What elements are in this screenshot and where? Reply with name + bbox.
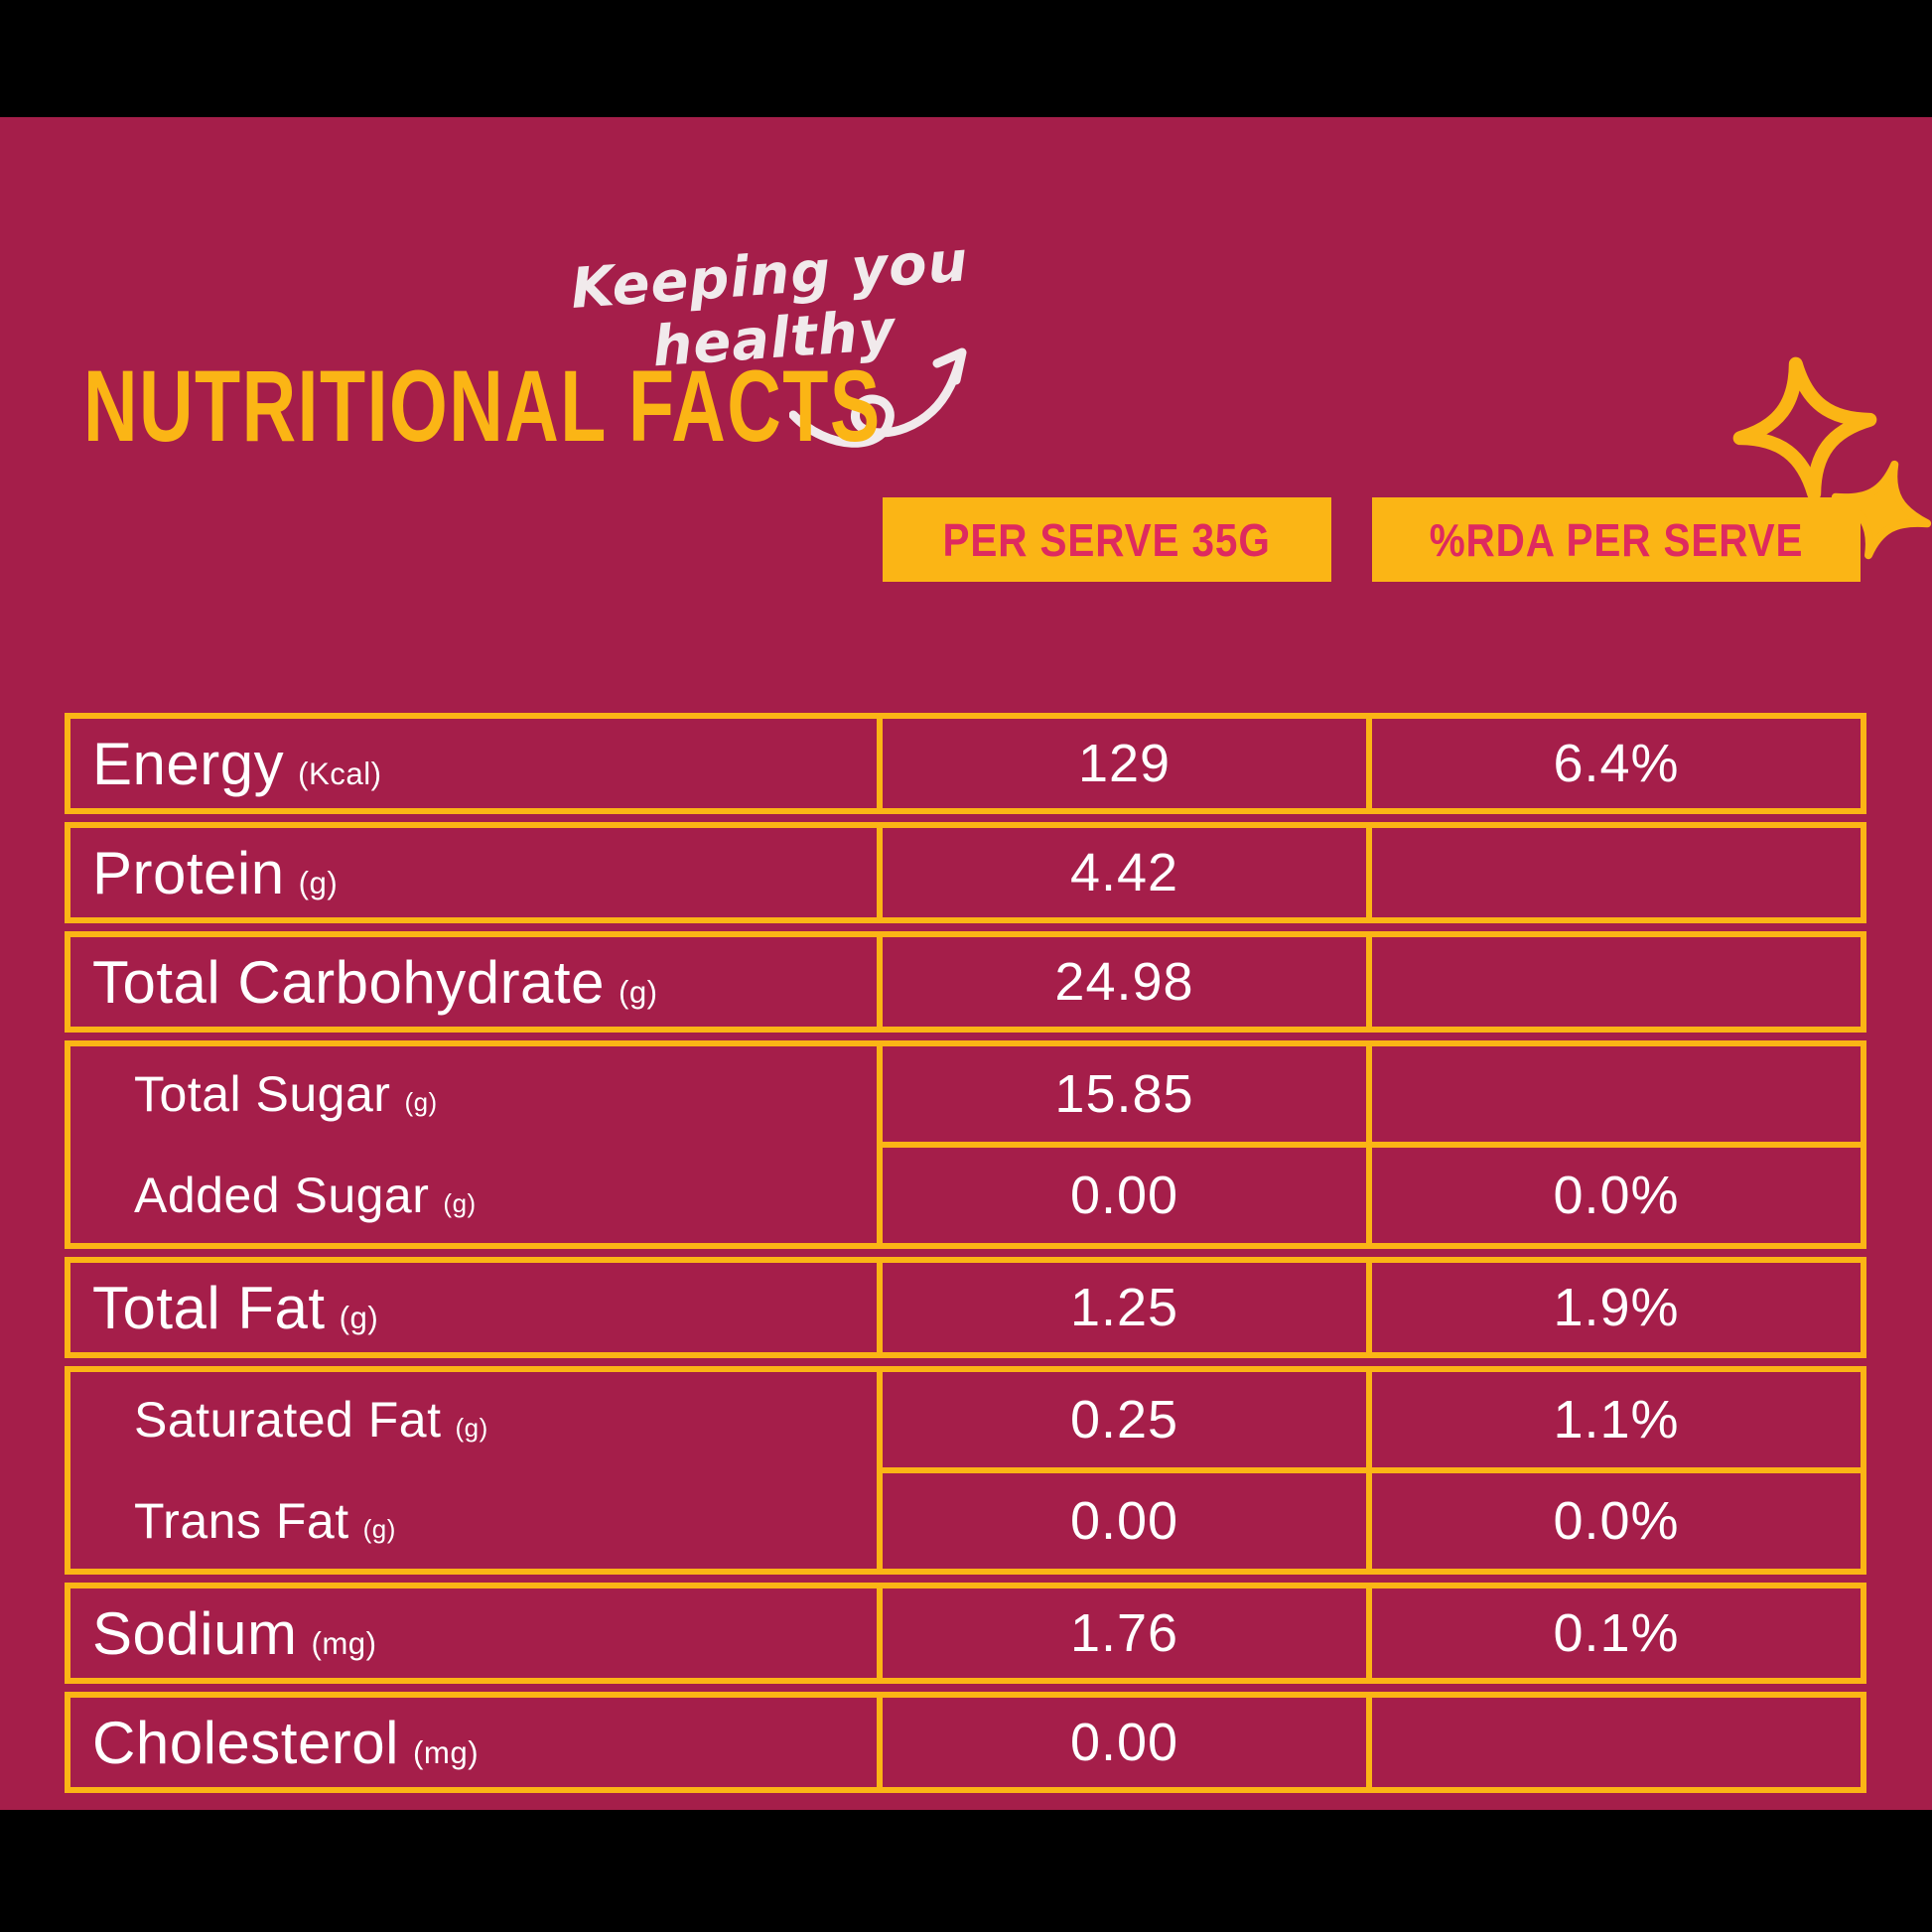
column-divider <box>877 937 883 1027</box>
row-label-cell: Added Sugar (g) <box>70 1148 877 1243</box>
rda-value <box>1372 937 1861 1027</box>
row-unit: (g) <box>443 1188 477 1218</box>
rda-value <box>1372 1046 1861 1142</box>
row-label-cell: Sodium (mg) <box>70 1588 877 1678</box>
row-unit: (Kcal) <box>298 756 382 791</box>
serve-value: 129 <box>1077 734 1172 793</box>
arrow-doodle-icon <box>789 347 967 448</box>
column-header-rda-label: %RDA PER SERVE <box>1429 513 1804 566</box>
column-divider <box>877 1588 883 1678</box>
rda-value <box>1372 1698 1861 1787</box>
row-label-cell: Total Fat (g) <box>70 1263 877 1352</box>
row-unit: (g) <box>455 1413 488 1443</box>
row-unit: (g) <box>362 1514 396 1544</box>
nutrition-table: Energy (Kcal) 129 6.4% Protein (g) 4.42 To… <box>65 713 1866 1793</box>
row-label: Added Sugar <box>134 1168 430 1223</box>
table-group-fats: Saturated Fat (g) Trans Fat (g) 0.25 1.1% … <box>65 1366 1866 1575</box>
row-label-cell: Total Carbohydrate (g) <box>70 937 877 1027</box>
row-unit: (g) <box>298 865 339 900</box>
serve-value: 0.00 <box>1069 1491 1179 1551</box>
row-label: Total Sugar <box>134 1066 391 1122</box>
rda-value: 0.0% <box>1553 1491 1680 1551</box>
serve-value: 1.25 <box>1069 1278 1179 1337</box>
column-divider <box>1366 1588 1372 1678</box>
nutrition-card: Keeping you healthy NUTRITIONAL FACTS PE… <box>0 117 1932 1810</box>
table-row-total-fat: Total Fat (g) 1.25 1.9% <box>65 1257 1866 1358</box>
page-title: NUTRITIONAL FACTS <box>83 349 882 463</box>
rda-value: 0.0% <box>1553 1166 1680 1225</box>
row-label-cell: Saturated Fat (g) <box>70 1372 877 1467</box>
row-label: Saturated Fat <box>134 1392 442 1448</box>
serve-value: 15.85 <box>1054 1064 1194 1124</box>
rda-value: 1.1% <box>1553 1390 1680 1449</box>
column-divider <box>877 1372 883 1569</box>
table-row-total-carbohydrate: Total Carbohydrate (g) 24.98 <box>65 931 1866 1033</box>
column-divider <box>877 828 883 917</box>
row-label: Cholesterol <box>92 1709 399 1776</box>
serve-value: 0.00 <box>1069 1713 1179 1772</box>
column-divider <box>1366 719 1372 808</box>
column-divider <box>877 1698 883 1787</box>
column-header-rda: %RDA PER SERVE <box>1372 497 1861 582</box>
row-label-cell: Total Sugar (g) <box>70 1046 877 1142</box>
table-row-energy: Energy (Kcal) 129 6.4% <box>65 713 1866 814</box>
column-divider <box>1366 828 1372 917</box>
row-label: Total Fat <box>92 1274 326 1341</box>
serve-value: 1.76 <box>1069 1603 1179 1663</box>
row-label: Total Carbohydrate <box>92 948 605 1016</box>
row-label: Sodium <box>92 1599 298 1667</box>
serve-value: 0.25 <box>1069 1390 1179 1449</box>
row-unit: (mg) <box>311 1625 377 1661</box>
column-divider <box>877 1263 883 1352</box>
serve-value: 0.00 <box>1069 1166 1179 1225</box>
row-label-cell: Protein (g) <box>70 828 877 917</box>
column-divider <box>1366 1263 1372 1352</box>
row-label-cell: Trans Fat (g) <box>70 1473 877 1569</box>
row-label-cell: Cholesterol (mg) <box>70 1698 877 1787</box>
table-row-protein: Protein (g) 4.42 <box>65 822 1866 923</box>
rda-value: 0.1% <box>1553 1603 1680 1663</box>
row-divider <box>883 1467 1861 1473</box>
column-divider <box>877 1046 883 1243</box>
row-label: Energy <box>92 730 285 797</box>
table-row-cholesterol: Cholesterol (mg) 0.00 <box>65 1692 1866 1793</box>
column-header-per-serve: PER SERVE 35G <box>883 497 1331 582</box>
table-row-sodium: Sodium (mg) 1.76 0.1% <box>65 1583 1866 1684</box>
table-group-sugars: Total Sugar (g) Added Sugar (g) 15.85 0.00… <box>65 1040 1866 1249</box>
row-unit: (g) <box>404 1087 438 1117</box>
serve-value: 24.98 <box>1054 952 1194 1012</box>
sparkle-icon <box>1732 356 1932 560</box>
row-label-cell: Energy (Kcal) <box>70 719 877 808</box>
row-unit: (g) <box>618 974 658 1010</box>
serve-value: 4.42 <box>1069 843 1179 902</box>
rda-value: 1.9% <box>1553 1278 1680 1337</box>
rda-value: 6.4% <box>1553 734 1680 793</box>
row-unit: (mg) <box>413 1734 480 1770</box>
row-divider <box>883 1142 1861 1148</box>
column-header-per-serve-label: PER SERVE 35G <box>942 513 1272 566</box>
row-unit: (g) <box>339 1300 379 1335</box>
column-divider <box>877 719 883 808</box>
column-divider <box>1366 937 1372 1027</box>
row-label: Protein <box>92 839 285 906</box>
rda-value <box>1372 828 1861 917</box>
row-label: Trans Fat <box>134 1493 349 1549</box>
column-divider <box>1366 1698 1372 1787</box>
